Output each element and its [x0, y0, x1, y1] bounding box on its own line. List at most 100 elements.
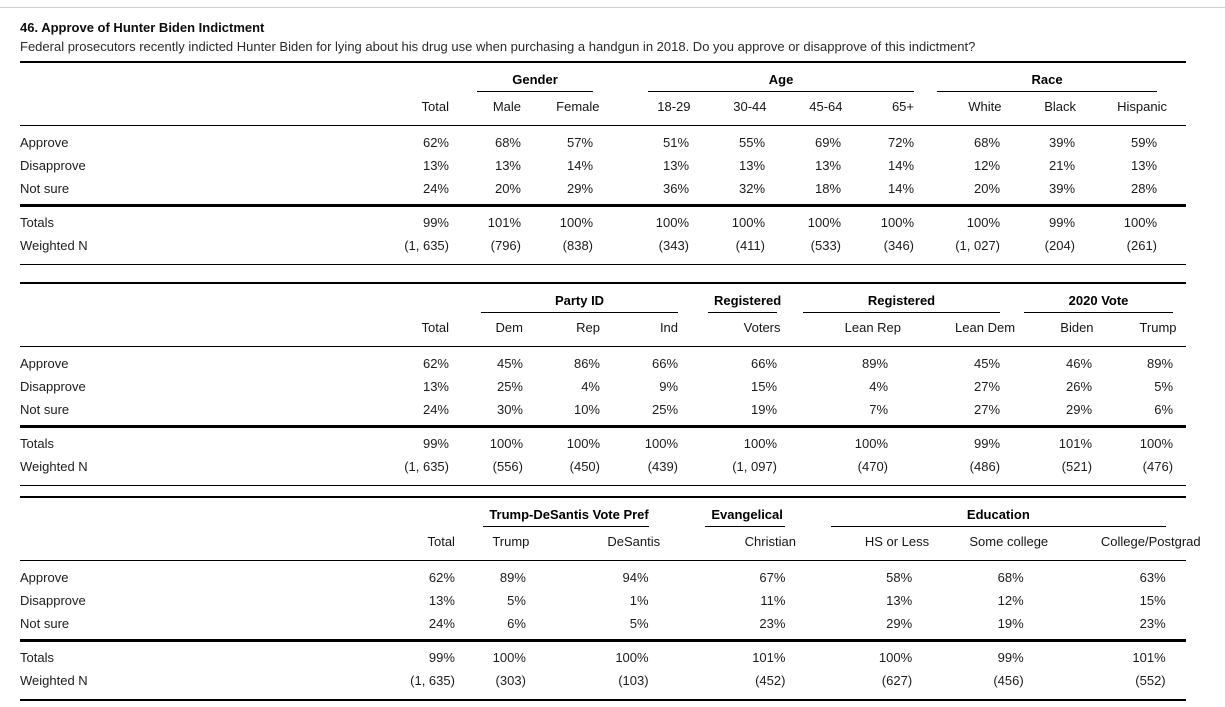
value-cell: (521)	[1061, 459, 1093, 474]
row-label: Totals	[20, 639, 347, 669]
gap-cell	[449, 234, 477, 265]
value-cell: 100%	[525, 639, 649, 669]
column-header-total: Total	[346, 527, 455, 561]
row-label: Approve	[20, 570, 69, 585]
value-cell: 89%	[499, 570, 526, 585]
answer-row: Not sure 24% 30% 10% 25% 19% 7% 27% 29% 6%	[20, 398, 1186, 427]
group-header-label: Registered	[803, 293, 1001, 313]
group-header-wrap: Gender	[477, 72, 594, 92]
row-label: Weighted N	[20, 459, 88, 474]
gap-cell	[678, 347, 708, 376]
value-cell: 99%	[342, 204, 449, 234]
value-cell: 100%	[483, 639, 526, 669]
group-header-row: Trump-DeSantis Vote Pref Evangelical Educa…	[20, 497, 1186, 527]
gap-cell	[777, 375, 803, 398]
value-cell: 25%	[496, 379, 523, 394]
row-label: Approve	[20, 356, 69, 371]
gap-cell	[593, 126, 648, 155]
column-header-label: Trump	[492, 534, 530, 549]
value-cell: 5%	[507, 593, 526, 608]
column-header: 30-44	[689, 92, 767, 126]
gap-cell	[593, 234, 648, 265]
value-cell: 99%	[1000, 204, 1076, 234]
gap-cell	[1173, 425, 1187, 455]
value-cell: 29%	[566, 181, 594, 196]
value-cell: 13%	[422, 379, 449, 394]
value-cell: 28%	[1130, 181, 1158, 196]
group-header-row: Party ID Registered Registered 2020 Vote	[20, 283, 1186, 313]
value-cell: 6%	[1154, 402, 1174, 417]
value-cell: 13%	[422, 158, 449, 173]
value-cell: (1, 635)	[404, 459, 449, 474]
top-divider	[0, 0, 1225, 8]
value-cell: (303)	[495, 673, 526, 688]
value-cell: 20%	[973, 181, 1001, 196]
value-cell: 100%	[1092, 425, 1174, 455]
column-header-label: Lean Dem	[955, 320, 1016, 335]
column-header-label: Rep	[576, 320, 600, 335]
gap-cell	[1157, 154, 1186, 177]
answer-row: Not sure 24% 20% 29% 36% 32% 18% 14% 20% 39% 28%	[20, 177, 1186, 206]
value-cell: 101%	[1024, 425, 1093, 455]
value-cell: 100%	[1075, 204, 1158, 234]
column-header: 18-29	[648, 92, 691, 126]
value-cell: 7%	[869, 402, 889, 417]
column-header: 65+	[841, 92, 915, 126]
answer-row: Disapprove 13% 13% 14% 13% 13% 13% 14% 12% 21% 13%	[20, 154, 1186, 177]
value-cell: 19%	[750, 402, 778, 417]
column-gap-cell	[648, 527, 706, 561]
column-gap-cell	[1173, 313, 1187, 347]
column-header-label: 18-29	[657, 99, 691, 114]
value-cell: 57%	[566, 135, 594, 150]
column-header-label: Biden	[1060, 320, 1094, 335]
value-cell: 32%	[738, 181, 766, 196]
value-cell: 5%	[1154, 379, 1174, 394]
column-header: DeSantis	[525, 527, 660, 561]
row-label: Not sure	[20, 181, 70, 196]
group-header: Age	[648, 62, 915, 92]
value-cell: 62%	[428, 570, 455, 585]
group-row-lead-cell	[20, 283, 449, 313]
answer-row: Disapprove 13% 5% 1% 11% 13% 12% 15%	[20, 589, 1186, 612]
gap-cell	[1000, 347, 1024, 376]
gap-cell	[455, 669, 483, 700]
value-cell: 86%	[573, 356, 600, 371]
value-cell: (627)	[881, 673, 913, 688]
column-header-label: Hispanic	[1117, 99, 1168, 114]
answer-row: Not sure 24% 6% 5% 23% 29% 19% 23%	[20, 612, 1186, 641]
column-header-label: Trump	[1139, 320, 1177, 335]
column-header-lead-cell	[20, 313, 342, 347]
column-header-label: Black	[1044, 99, 1077, 114]
column-header: Female	[521, 92, 600, 126]
answer-row: Approve 62% 89% 94% 67% 58% 68% 63%	[20, 561, 1186, 590]
group-gap-cell	[785, 497, 831, 527]
value-cell: 21%	[1048, 158, 1076, 173]
value-cell: (1, 635)	[410, 673, 455, 688]
value-cell: (1, 635)	[404, 238, 449, 253]
group-header-wrap: Evangelical	[705, 507, 786, 527]
column-header: 45-64	[765, 92, 843, 126]
value-cell: 5%	[629, 616, 649, 631]
column-header-label: Lean Rep	[844, 320, 902, 335]
totals-row: Totals 99% 100% 100% 100% 100% 100% 99% 101% 100%	[20, 425, 1187, 455]
group-header: Gender	[477, 62, 594, 92]
column-header-row: Total Trump DeSantis Christian HS or Less Som…	[20, 527, 1201, 561]
value-cell: 45%	[496, 356, 523, 371]
gap-cell	[785, 612, 831, 641]
column-header: White	[937, 92, 1002, 126]
column-header: Trump	[1092, 313, 1177, 347]
column-gap-cell	[449, 92, 477, 126]
value-cell: 59%	[1130, 135, 1158, 150]
row-label: Disapprove	[20, 593, 86, 608]
group-header-label: Party ID	[481, 293, 679, 313]
value-cell: (343)	[658, 238, 690, 253]
value-cell: 4%	[869, 379, 889, 394]
row-label: Weighted N	[20, 238, 88, 253]
group-gap-cell	[1166, 497, 1186, 527]
gap-cell	[914, 154, 937, 177]
gap-cell	[1000, 425, 1025, 455]
gap-cell	[777, 398, 803, 427]
value-cell: 14%	[566, 158, 594, 173]
group-header-label: Education	[831, 507, 1166, 527]
column-gap-cell	[785, 527, 832, 561]
